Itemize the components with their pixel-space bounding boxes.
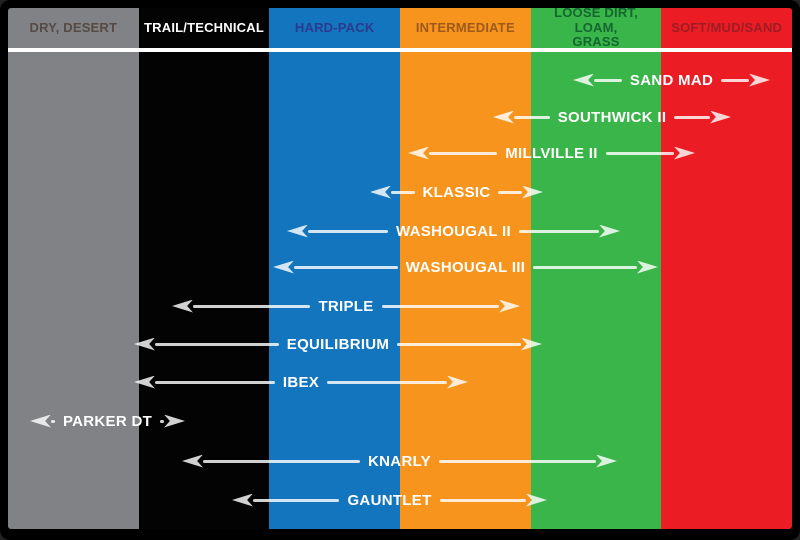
- arrowhead-left-icon: [408, 146, 429, 160]
- column-header-dry-desert: DRY, DESERT: [29, 19, 118, 35]
- tire-range-millville-ii: MILLVILLE II: [408, 144, 696, 162]
- arrow-shaft: [308, 229, 388, 233]
- tire-range-gauntlet: GAUNTLET: [232, 491, 547, 509]
- terrain-column-dry-desert: DRY, DESERT: [8, 8, 139, 529]
- tire-label-washougal-ii: WASHOUGAL II: [396, 222, 511, 240]
- arrow-shaft: [439, 498, 526, 502]
- arrowhead-right-icon: [522, 185, 543, 199]
- arrow-shaft: [397, 342, 521, 346]
- tire-label-parker-dt: PARKER DT: [62, 412, 153, 430]
- tire-label-washougal-iii: WASHOUGAL III: [405, 258, 526, 276]
- arrow-shaft: [438, 459, 597, 463]
- arrow-shaft: [391, 190, 415, 194]
- arrow-shaft: [203, 459, 361, 463]
- terrain-column-soft-mud-sand: SOFT/MUD/SAND: [661, 8, 792, 529]
- column-header-loose-dirt-loam-grass: LOOSE DIRT, LOAM, GRASS: [554, 8, 638, 50]
- tire-label-sand-mad: SAND MAD: [629, 71, 714, 89]
- tire-label-triple: TRIPLE: [318, 297, 374, 315]
- arrowhead-left-icon: [172, 299, 193, 313]
- tire-label-klassic: KLASSIC: [422, 183, 491, 201]
- arrowhead-left-icon: [573, 73, 594, 87]
- tire-range-washougal-ii: WASHOUGAL II: [287, 222, 620, 240]
- arrow-shaft: [721, 78, 750, 82]
- arrowhead-right-icon: [674, 146, 696, 160]
- arrowhead-right-icon: [164, 414, 185, 428]
- arrowhead-right-icon: [599, 224, 620, 238]
- tire-range-triple: TRIPLE: [172, 297, 521, 315]
- arrowhead-right-icon: [710, 110, 731, 124]
- arrow-shaft: [51, 419, 55, 423]
- arrow-shaft: [160, 419, 164, 423]
- arrow-shaft: [674, 115, 710, 119]
- terrain-column-intermediate: INTERMEDIATE: [400, 8, 531, 529]
- terrain-columns: DRY, DESERT TRAIL/TECHNICAL HARD-PACK INTER…: [8, 8, 792, 529]
- arrowhead-right-icon: [526, 493, 547, 507]
- arrowhead-right-icon: [447, 375, 468, 389]
- arrow-shaft: [155, 342, 279, 346]
- arrowhead-left-icon: [134, 375, 155, 389]
- terrain-column-hard-pack: HARD-PACK: [269, 8, 401, 529]
- arrow-shaft: [605, 151, 675, 155]
- terrain-column-loose-dirt-loam-grass: LOOSE DIRT, LOAM, GRASS: [530, 8, 662, 529]
- arrowhead-right-icon: [637, 260, 658, 274]
- column-header-intermediate: INTERMEDIATE: [415, 19, 515, 35]
- arrow-shaft: [155, 380, 275, 384]
- arrow-shaft: [498, 190, 522, 194]
- arrow-shaft: [429, 151, 498, 155]
- tire-range-ibex: IBEX: [134, 373, 468, 391]
- arrow-shaft: [514, 115, 550, 119]
- tire-label-knarly: KNARLY: [368, 452, 431, 470]
- arrow-shaft: [193, 304, 311, 308]
- column-header-trail-technical: TRAIL/TECHNICAL: [144, 19, 264, 35]
- tire-label-ibex: IBEX: [282, 373, 320, 391]
- arrowhead-left-icon: [370, 185, 391, 199]
- arrow-shaft: [294, 265, 398, 269]
- arrow-shaft: [594, 78, 622, 82]
- arrowhead-right-icon: [521, 337, 542, 351]
- arrowhead-right-icon: [499, 299, 521, 313]
- tire-range-klassic: KLASSIC: [370, 183, 543, 201]
- column-header-hard-pack: HARD-PACK: [294, 19, 375, 35]
- arrowhead-right-icon: [596, 454, 618, 468]
- arrow-shaft: [519, 229, 599, 233]
- tire-range-sand-mad: SAND MAD: [573, 71, 771, 89]
- arrow-shaft: [381, 304, 500, 308]
- tire-label-millville-ii: MILLVILLE II: [505, 144, 598, 162]
- arrowhead-left-icon: [287, 224, 308, 238]
- column-header-soft-mud-sand: SOFT/MUD/SAND: [671, 19, 783, 35]
- arrowhead-left-icon: [30, 414, 51, 428]
- tire-label-southwick-ii: SOUTHWICK II: [557, 108, 667, 126]
- tire-label-gauntlet: GAUNTLET: [347, 491, 432, 509]
- arrow-shaft: [327, 380, 447, 384]
- tire-label-equilibrium: EQUILIBRIUM: [286, 335, 390, 353]
- header-separator-line: [8, 48, 792, 52]
- arrow-shaft: [253, 498, 340, 502]
- arrowhead-left-icon: [273, 260, 294, 274]
- tire-range-equilibrium: EQUILIBRIUM: [134, 335, 542, 353]
- arrowhead-right-icon: [749, 73, 771, 87]
- arrowhead-left-icon: [134, 337, 155, 351]
- tire-range-knarly: KNARLY: [182, 452, 618, 470]
- tire-range-southwick-ii: SOUTHWICK II: [493, 108, 731, 126]
- arrow-shaft: [533, 265, 637, 269]
- arrowhead-left-icon: [232, 493, 253, 507]
- arrowhead-left-icon: [493, 110, 514, 124]
- terrain-column-trail-technical: TRAIL/TECHNICAL: [138, 8, 270, 529]
- arrowhead-left-icon: [182, 454, 203, 468]
- tire-range-parker-dt: PARKER DT: [30, 412, 185, 430]
- tire-range-washougal-iii: WASHOUGAL III: [273, 258, 658, 276]
